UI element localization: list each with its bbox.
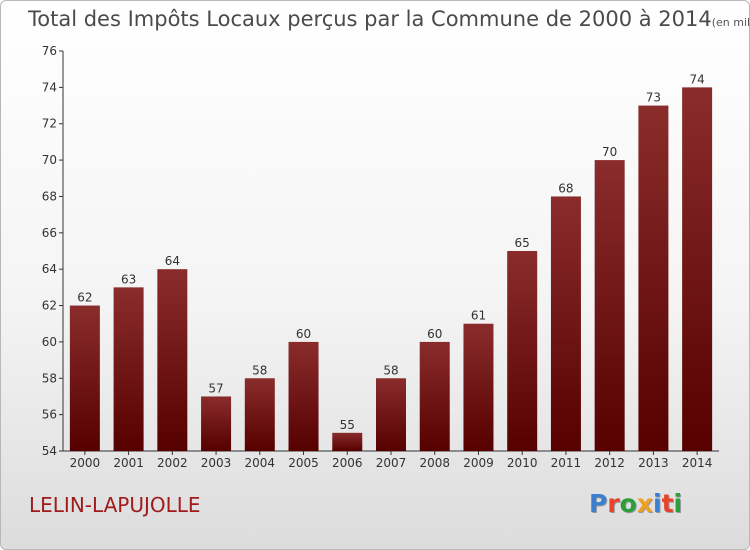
x-tick-label: 2012 — [594, 456, 625, 470]
bar — [288, 341, 319, 451]
data-label: 57 — [208, 381, 223, 395]
x-tick-label: 2013 — [638, 456, 669, 470]
data-label: 55 — [340, 418, 355, 432]
data-label: 63 — [121, 272, 136, 286]
x-tick-label: 2002 — [157, 456, 188, 470]
data-label: 74 — [689, 72, 704, 86]
logo-letter: o — [619, 489, 637, 518]
bar — [69, 305, 100, 451]
logo-letter: t — [661, 489, 674, 518]
y-tick-label: 68 — [42, 189, 57, 203]
proxiti-logo: Proxiti — [589, 489, 682, 518]
data-label: 68 — [558, 181, 573, 195]
data-label: 60 — [427, 327, 442, 341]
bar — [244, 378, 275, 451]
logo-letter: P — [589, 489, 608, 518]
bar — [507, 251, 538, 451]
x-tick-label: 2011 — [551, 456, 582, 470]
y-tick-label: 70 — [42, 153, 57, 167]
x-tick-label: 2000 — [70, 456, 101, 470]
chart-title: Total des Impôts Locaux perçus par la Co… — [28, 7, 750, 31]
data-label: 73 — [646, 91, 661, 105]
data-label: 64 — [165, 254, 180, 268]
commune-name: LELIN-LAPUJOLLE — [29, 493, 201, 517]
bar-chart: 54 56 58 60 62 64 66 68 70 72 74 76 2000 2001 2002 2003… — [42, 44, 719, 470]
x-tick-label: 2005 — [288, 456, 319, 470]
logo-letter: r — [607, 489, 620, 518]
bar — [682, 87, 713, 451]
bar — [638, 105, 669, 451]
chart-title-text: Total des Impôts Locaux perçus par la Co… — [28, 7, 712, 31]
y-tick-label: 64 — [42, 262, 57, 276]
y-tick-label: 60 — [42, 335, 57, 349]
bar — [332, 432, 363, 451]
bar — [157, 269, 188, 451]
y-tick-label: 74 — [42, 80, 57, 94]
bar — [201, 396, 232, 451]
logo-letter: x — [636, 489, 653, 518]
data-label: 58 — [252, 363, 267, 377]
bar — [463, 323, 494, 451]
y-tick-label: 72 — [42, 117, 57, 131]
x-tick-label: 2009 — [463, 456, 494, 470]
x-tick-label: 2010 — [507, 456, 538, 470]
x-tick-label: 2008 — [419, 456, 450, 470]
x-tick-label: 2006 — [332, 456, 363, 470]
chart-subtitle: (en milliers d'€) — [711, 16, 750, 29]
x-tick-label: 2003 — [201, 456, 232, 470]
bar — [113, 287, 144, 451]
axes: 54 56 58 60 62 64 66 68 70 72 74 76 2000 2001 2002 2003… — [42, 44, 719, 470]
x-tick-label: 2007 — [376, 456, 407, 470]
y-tick-label: 58 — [42, 371, 57, 385]
y-tick-label: 76 — [42, 44, 57, 58]
data-label: 58 — [383, 363, 398, 377]
bar — [419, 341, 450, 451]
data-label: 70 — [602, 145, 617, 159]
bar — [376, 378, 406, 451]
x-tick-label: 2004 — [245, 456, 276, 470]
data-label: 65 — [515, 236, 530, 250]
bar — [550, 196, 581, 451]
data-label: 62 — [77, 291, 92, 305]
data-label: 61 — [471, 309, 486, 323]
x-tick-label: 2001 — [113, 456, 144, 470]
y-tick-label: 66 — [42, 226, 57, 240]
y-tick-label: 56 — [42, 408, 57, 422]
data-label: 60 — [296, 327, 311, 341]
y-tick-label: 62 — [42, 299, 57, 313]
y-tick-label: 54 — [42, 444, 57, 458]
bars: 62 63 64 57 58 60 55 58 60 61 65 68 70 73 74 — [69, 72, 713, 451]
bar — [594, 160, 625, 451]
logo-letter: i — [653, 489, 662, 518]
x-tick-label: 2014 — [682, 456, 713, 470]
logo-letter: i — [673, 489, 683, 518]
